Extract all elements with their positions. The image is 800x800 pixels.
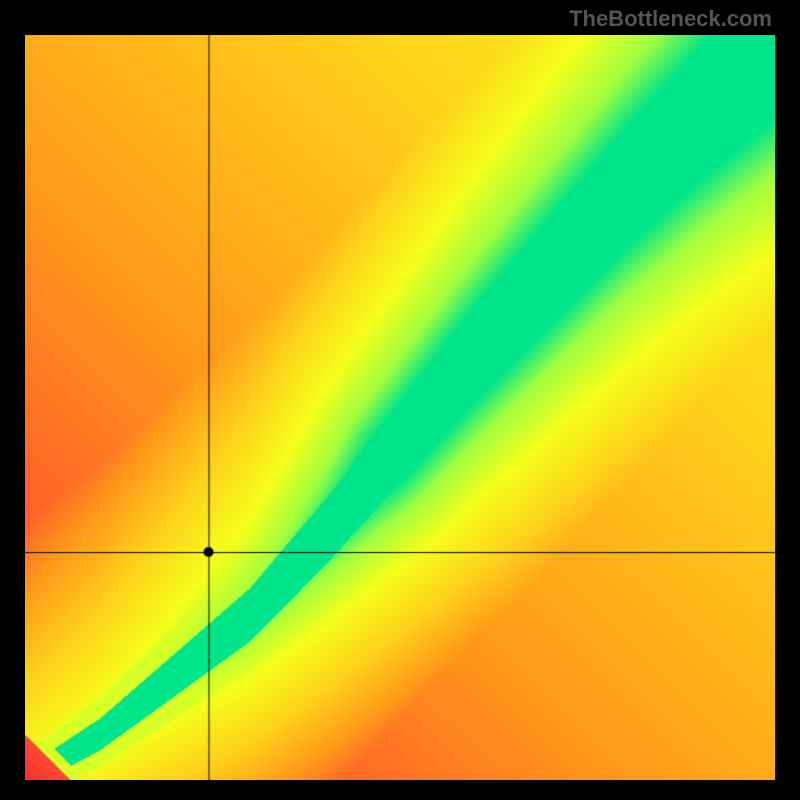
heatmap-chart (25, 35, 775, 780)
heatmap-canvas (25, 35, 775, 780)
watermark: TheBottleneck.com (569, 6, 772, 32)
